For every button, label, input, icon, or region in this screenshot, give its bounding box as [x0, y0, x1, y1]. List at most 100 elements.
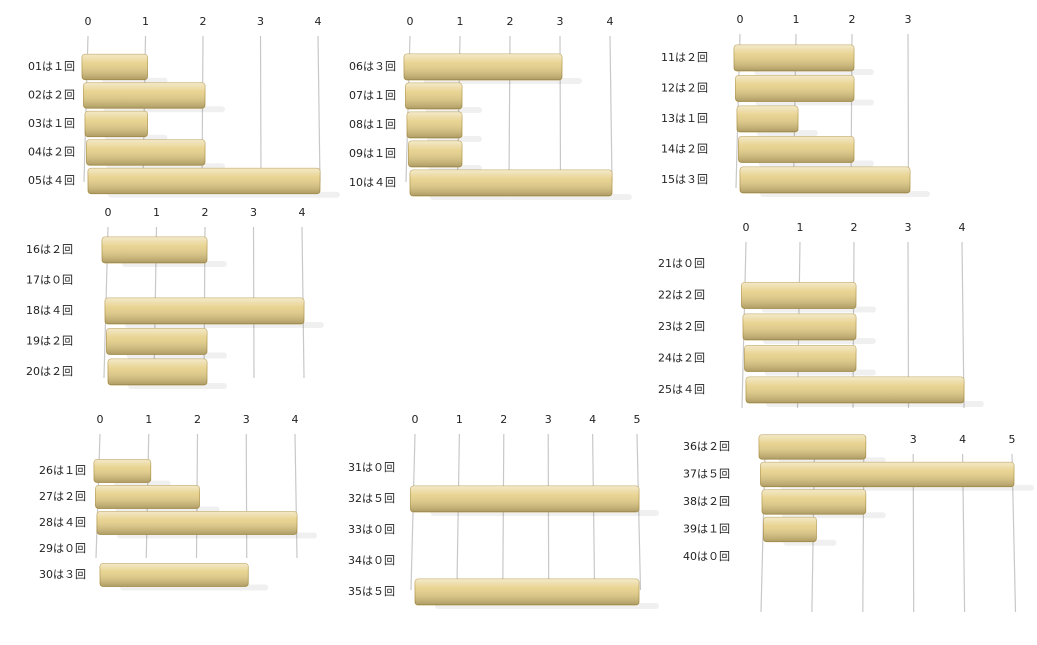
x-tick-label: 3 — [905, 13, 912, 26]
bar-shading — [741, 282, 856, 309]
bar-shading — [407, 112, 462, 138]
bar-shading — [740, 167, 910, 193]
bar-shading — [759, 434, 866, 460]
x-tick-label: 1 — [142, 15, 149, 28]
bar-shading — [97, 511, 297, 535]
x-tick-label: 3 — [250, 206, 257, 219]
bar-shading — [405, 83, 462, 109]
x-tick-label: 4 — [607, 15, 614, 28]
category-label: 13は１回 — [661, 112, 708, 125]
bar-chart: 0 1 2 3 4 01は１回 02は２回 03は１回 04は２回 05は４回 — [28, 15, 340, 198]
category-label: 33は０回 — [348, 523, 395, 536]
bar-shading — [762, 489, 866, 515]
grid-line — [245, 433, 248, 559]
grid-line — [609, 35, 613, 183]
category-label: 07は１回 — [349, 89, 396, 102]
x-tick-label: 1 — [793, 13, 800, 26]
bar-shading — [82, 54, 148, 80]
bar-shading — [88, 168, 320, 194]
category-label: 18は４回 — [26, 304, 73, 317]
bar-shading — [743, 314, 856, 340]
category-label: 21は０回 — [658, 257, 705, 270]
category-label: 11は２回 — [661, 51, 708, 64]
grid-line — [294, 433, 298, 559]
x-tick-label: 1 — [456, 413, 463, 426]
grid-line — [907, 33, 910, 189]
category-label: 38は２回 — [683, 495, 730, 508]
x-tick-label: 4 — [299, 206, 306, 219]
category-label: 01は１回 — [28, 60, 75, 73]
bar-chart: 01234536は２回37は５回38は２回39は１回40は０回 — [683, 433, 1034, 613]
category-label: 28は４回 — [39, 516, 86, 529]
category-label: 27は２回 — [39, 490, 86, 503]
bar-shading — [100, 563, 249, 587]
x-tick-label: 1 — [457, 15, 464, 28]
category-label: 12は２回 — [661, 82, 708, 95]
bar-shading — [408, 141, 462, 167]
x-tick-label: 3 — [910, 433, 917, 446]
bar-chart: 0 1 2 3 4 26は１回 27は２回 28は４回 29は０回 30は３回 — [39, 413, 317, 591]
grid-line — [259, 35, 262, 183]
bar-shading — [763, 517, 817, 542]
category-label: 20は２回 — [26, 365, 73, 378]
x-tick-label: 0 — [85, 15, 92, 28]
x-tick-label: 1 — [153, 206, 160, 219]
category-label: 26は１回 — [39, 464, 86, 477]
bar-shading — [746, 377, 964, 403]
x-tick-label: 4 — [959, 221, 966, 234]
bar-shading — [106, 328, 207, 355]
x-tick-label: 2 — [507, 15, 514, 28]
x-tick-label: 5 — [1009, 433, 1016, 446]
x-tick-label: 2 — [194, 413, 201, 426]
bar-shading — [735, 75, 854, 102]
category-label: 37は５回 — [683, 468, 730, 481]
x-tick-label: 0 — [743, 221, 750, 234]
x-tick-label: 4 — [315, 15, 322, 28]
bar-shading — [410, 170, 612, 196]
bar-shading — [734, 45, 854, 71]
category-label: 23は２回 — [658, 320, 705, 333]
x-tick-label: 4 — [292, 413, 299, 426]
bar-shading — [94, 459, 151, 483]
bar-shading — [738, 136, 854, 163]
category-label: 02は２回 — [28, 89, 75, 102]
x-tick-label: 2 — [200, 15, 207, 28]
x-tick-label: 3 — [557, 15, 564, 28]
bar-chart: 0 1 2 3 11は２回 12は２回 13は１回 14は２回 15は３回 — [661, 13, 930, 197]
category-label: 31は０回 — [348, 461, 395, 474]
category-label: 08は１回 — [349, 118, 396, 131]
category-label: 06は３回 — [349, 60, 396, 73]
x-tick-label: 0 — [412, 413, 419, 426]
category-label: 32は５回 — [348, 492, 395, 505]
x-tick-label: 2 — [849, 13, 856, 26]
x-tick-label: 3 — [257, 15, 264, 28]
bar-shading — [83, 82, 205, 109]
category-label: 36は２回 — [683, 440, 730, 453]
bar-chart: 0 1 2 3 4 5 31は０回 32は５回 33は０回 34は０回 35は５回 — [348, 413, 659, 609]
x-tick-label: 1 — [145, 413, 152, 426]
category-label: 19は２回 — [26, 335, 73, 348]
x-tick-label: 1 — [797, 221, 804, 234]
bar-shading — [760, 462, 1014, 487]
category-label: 22は２回 — [658, 289, 705, 302]
bar-shading — [102, 237, 207, 263]
bar-chart: 0 1 2 3 4 06は３回 07は１回 08は１回 09は１回 10は４回 — [349, 15, 632, 200]
x-tick-label: 2 — [500, 413, 507, 426]
bar-shading — [410, 486, 639, 512]
category-label: 40は０回 — [683, 550, 730, 563]
category-label: 10は４回 — [349, 176, 396, 189]
category-label: 24は２回 — [658, 352, 705, 365]
category-label: 16は２回 — [26, 243, 73, 256]
x-tick-label: 5 — [634, 413, 641, 426]
bar-shading — [108, 359, 207, 385]
x-tick-label: 3 — [545, 413, 552, 426]
category-label: 25は４回 — [658, 383, 705, 396]
x-tick-label: 4 — [589, 413, 596, 426]
x-tick-label: 4 — [959, 433, 966, 446]
bar-shading — [404, 54, 562, 80]
category-label: 09は１回 — [349, 147, 396, 160]
bar-shading — [737, 106, 798, 132]
x-tick-label: 0 — [97, 413, 104, 426]
bar-shading — [744, 345, 856, 372]
